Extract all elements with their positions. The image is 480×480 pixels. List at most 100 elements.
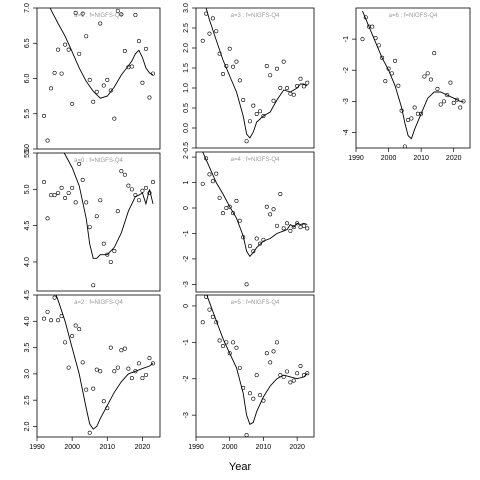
x-tick-label: 1990: [348, 155, 364, 162]
x-tick-label: 2020: [135, 444, 151, 451]
data-point: [231, 211, 236, 216]
data-point: [454, 97, 459, 102]
data-point: [143, 185, 148, 190]
data-point: [237, 78, 242, 83]
data-point: [94, 89, 99, 94]
y-tick-label: 2.0: [24, 422, 31, 432]
data-point: [406, 118, 411, 123]
data-point: [305, 80, 310, 85]
x-tick-label: 2000: [64, 444, 80, 451]
data-point: [45, 138, 50, 143]
data-point: [210, 179, 215, 184]
data-point: [42, 316, 47, 321]
data-point: [52, 70, 57, 75]
data-point: [140, 80, 145, 85]
data-point: [126, 366, 131, 371]
y-tick-label: 4.5: [24, 290, 31, 300]
data-point: [298, 363, 303, 368]
data-point: [386, 66, 391, 71]
data-point: [251, 396, 256, 401]
x-tick-label: 2000: [222, 444, 238, 451]
data-point: [244, 433, 249, 437]
data-point: [217, 338, 222, 343]
data-point: [77, 51, 82, 56]
data-point: [133, 13, 138, 18]
data-point: [261, 398, 266, 403]
data-point: [115, 8, 120, 13]
data-point: [87, 225, 92, 230]
data-point: [435, 86, 440, 91]
data-point: [231, 340, 236, 345]
data-point: [396, 83, 401, 88]
data-point: [147, 95, 152, 100]
data-point: [204, 11, 209, 16]
data-point: [301, 223, 306, 228]
y-tick-label: -4: [343, 129, 350, 135]
data-point: [115, 365, 120, 370]
data-point: [150, 180, 155, 185]
data-point: [432, 51, 437, 56]
y-tick-label: 4.0: [24, 257, 31, 267]
data-point: [49, 318, 54, 323]
y-tick-label: 2: [183, 155, 190, 159]
data-point: [108, 345, 113, 350]
y-tick-label: 6.0: [24, 74, 31, 84]
data-point: [409, 116, 414, 121]
data-point: [448, 80, 453, 85]
data-point: [49, 193, 54, 198]
data-point: [458, 105, 463, 110]
data-point: [136, 198, 141, 203]
data-point: [244, 139, 249, 144]
data-point: [91, 283, 96, 288]
y-tick-label: -3: [343, 98, 350, 104]
data-point: [147, 356, 152, 361]
data-point: [140, 188, 145, 193]
series-line: [362, 10, 464, 140]
data-point: [274, 223, 279, 228]
data-point: [84, 387, 89, 392]
data-point: [210, 314, 215, 319]
data-point: [224, 340, 229, 345]
panel-frame: [36, 294, 161, 438]
panel-5: a=4 : f=NIGFS-Q4 -3 -2 -1 0 1 2: [183, 151, 315, 293]
y-tick-label: 5.5: [24, 148, 31, 158]
x-tick-label: 1990: [29, 444, 45, 451]
data-point: [247, 119, 252, 124]
data-point: [150, 361, 155, 366]
data-point: [80, 11, 85, 16]
data-point: [251, 103, 256, 108]
data-point: [122, 346, 127, 351]
data-point: [70, 101, 75, 106]
data-point: [73, 10, 78, 15]
y-tick-label: 2.5: [183, 23, 190, 33]
panels-container: a=1 : f=NIGFS-Q45.05.56.06.57.0a=3 : f=N…: [24, 3, 471, 451]
panel-frame: [195, 294, 315, 438]
data-point: [94, 367, 99, 372]
y-tick-label: 0.0: [183, 123, 190, 133]
y-tick-label: 2.5: [24, 395, 31, 405]
data-point: [373, 36, 378, 41]
y-tick-label: -2: [183, 376, 190, 382]
data-point: [268, 360, 273, 365]
data-point: [244, 282, 249, 287]
x-axis-label: Year: [229, 461, 252, 473]
data-point: [108, 259, 113, 264]
data-point: [268, 73, 273, 78]
data-point: [305, 371, 310, 376]
data-point: [70, 334, 75, 339]
data-point: [301, 84, 306, 89]
y-tick-label: 1.5: [183, 63, 190, 73]
y-tick-label: 3.0: [24, 369, 31, 379]
y-tick-label: 0.5: [183, 103, 190, 113]
data-point: [112, 116, 117, 121]
panel-7: a=5 : f=NIGFS-Q4 -3 -2 -1 0 1990 2000 2010 2020: [183, 294, 315, 451]
data-point: [147, 190, 152, 195]
data-point: [63, 42, 68, 47]
data-point: [133, 193, 138, 198]
data-point: [70, 185, 75, 190]
panel-1: a=1 : f=NIGFS-Q4 5.0 5.5 6.0 6.5 7.0: [24, 3, 161, 154]
y-tick-label: -1: [183, 230, 190, 236]
data-point: [445, 93, 450, 98]
data-point: [56, 190, 61, 195]
data-point: [264, 204, 269, 209]
